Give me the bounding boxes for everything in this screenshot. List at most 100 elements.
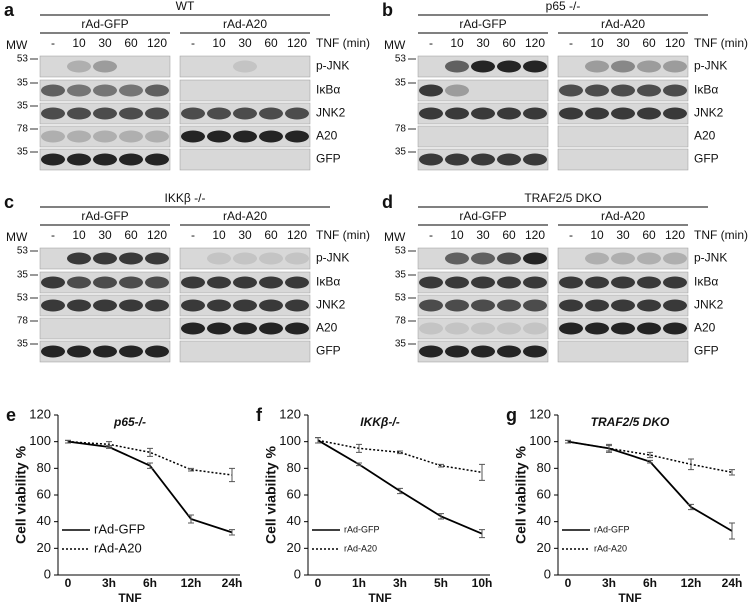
x-axis-label: TNF <box>118 591 141 605</box>
blot-band <box>611 276 635 289</box>
lane-label: 30 <box>616 228 630 242</box>
blot-band <box>663 107 687 120</box>
blot-strip <box>179 55 311 78</box>
blot-band <box>67 60 91 73</box>
blot-band <box>471 153 495 166</box>
row-label: IκBα <box>316 83 340 97</box>
blot-title: p65 -/- <box>546 0 581 13</box>
blot-band <box>181 322 205 335</box>
row-label: A20 <box>694 321 716 335</box>
blot-strip <box>557 148 689 171</box>
blot-strip <box>557 340 689 363</box>
error-bar <box>356 443 362 453</box>
x-axis-label: TNF <box>618 591 641 605</box>
mw-label: MW <box>6 38 28 52</box>
x-tick-label: 3h <box>602 576 616 590</box>
panel-letter: e <box>6 405 16 425</box>
blot-band <box>93 107 117 120</box>
panel-letter: b <box>382 0 393 20</box>
blot-band <box>559 322 583 335</box>
blot-band <box>497 345 521 358</box>
mw-label: MW <box>384 38 406 52</box>
error-bar <box>397 487 403 495</box>
x-tick-label: 12h <box>681 576 702 590</box>
blot-band <box>233 107 257 120</box>
legend-label: rAd-A20 <box>94 540 142 555</box>
blot-band <box>637 322 661 335</box>
mw-marker: 53 <box>395 293 407 304</box>
blot-band <box>523 153 547 166</box>
blot-band <box>41 345 65 358</box>
y-tick-label: 0 <box>544 566 551 581</box>
blot-band <box>471 107 495 120</box>
row-label: JNK2 <box>316 106 346 120</box>
blot-band <box>67 107 91 120</box>
error-bar <box>688 503 694 511</box>
blot-band <box>523 322 547 335</box>
blot-band <box>559 276 583 289</box>
row-label: A20 <box>316 129 338 143</box>
group-label: rAd-GFP <box>459 17 506 31</box>
panel-letter: c <box>4 192 14 212</box>
row-label: GFP <box>316 344 341 358</box>
blot-band <box>285 107 309 120</box>
blot-title: IKKβ -/- <box>165 191 206 205</box>
y-axis-label: Cell viability % <box>263 445 279 544</box>
lane-label: 30 <box>238 36 252 50</box>
mw-marker: 35 <box>17 270 29 281</box>
lane-label: 120 <box>665 36 685 50</box>
blot-band <box>67 130 91 143</box>
mw-marker: 53 <box>17 54 29 65</box>
blot-band <box>145 276 169 289</box>
lane-label: 30 <box>238 228 252 242</box>
blot-band <box>637 60 661 73</box>
blot-band <box>259 252 283 265</box>
y-tick-label: 80 <box>537 460 551 475</box>
error-bar <box>647 451 653 459</box>
lane-label: - <box>429 228 433 242</box>
mw-label: MW <box>384 230 406 244</box>
blot-band <box>207 252 231 265</box>
lane-label: 120 <box>147 228 167 242</box>
blot-strip <box>179 340 311 363</box>
blot-band <box>471 276 495 289</box>
mw-marker: 35 <box>395 78 407 89</box>
lane-label: 60 <box>124 36 138 50</box>
blot-band <box>119 299 143 312</box>
blot-band <box>445 252 469 265</box>
blot-band <box>445 60 469 73</box>
legend-label: rAd-GFP <box>344 524 380 534</box>
blot-band <box>471 60 495 73</box>
blot-band <box>259 130 283 143</box>
row-label: p-JNK <box>316 251 349 265</box>
x-tick-label: 10h <box>472 576 493 590</box>
mw-marker: 35 <box>17 339 29 350</box>
blot-band <box>145 345 169 358</box>
lane-label: 10 <box>72 228 86 242</box>
lane-label: 10 <box>212 36 226 50</box>
blot-band <box>559 107 583 120</box>
error-bar <box>479 463 485 481</box>
blot-band <box>285 322 309 335</box>
blot-band <box>119 345 143 358</box>
treatment-label: TNF (min) <box>316 228 370 242</box>
group-label: rAd-A20 <box>223 209 267 223</box>
blot-strip <box>417 79 549 102</box>
blot-band <box>497 107 521 120</box>
blot-band <box>285 276 309 289</box>
lane-label: 60 <box>124 228 138 242</box>
lane-label: 10 <box>450 228 464 242</box>
blot-band <box>93 299 117 312</box>
x-tick-label: 0 <box>565 576 572 590</box>
y-tick-label: 60 <box>37 486 51 501</box>
blot-band <box>119 153 143 166</box>
blot-band <box>93 153 117 166</box>
blot-band <box>523 60 547 73</box>
blot-band <box>523 299 547 312</box>
blot-band <box>259 299 283 312</box>
blot-band <box>67 252 91 265</box>
blot-band <box>233 322 257 335</box>
lane-label: - <box>569 228 573 242</box>
y-tick-label: 80 <box>287 460 301 475</box>
y-tick-label: 20 <box>537 540 551 555</box>
